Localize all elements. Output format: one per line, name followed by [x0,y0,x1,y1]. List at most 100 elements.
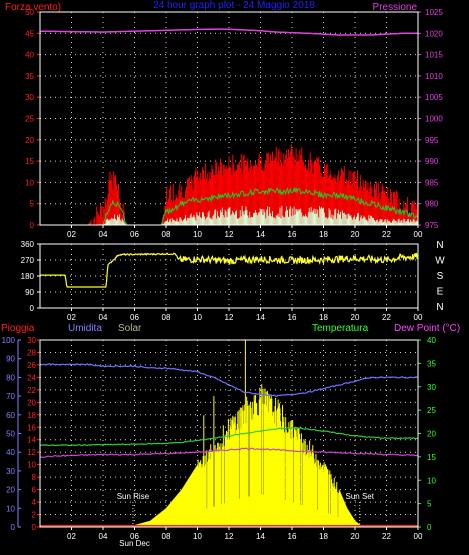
chart3-x-tick-label: 10 [193,532,202,541]
chart1-x-tick-label: 04 [99,230,108,239]
right-y-tick-label: 1005 [425,93,443,102]
chart1-x-tick-label: 10 [193,230,202,239]
chart2-x-tick-label: 06 [130,313,139,322]
left-y-tick-label: 20 [25,136,34,145]
chart3-x-tick-label: 08 [162,532,171,541]
humidity-y-tick-label: 60 [6,411,15,420]
humidity-y-tick-label: 40 [6,448,15,457]
annotation-label: Sun Rise [117,492,150,501]
chart2-x-tick-label: 04 [99,313,108,322]
humidity-y-tick-label: 30 [6,467,15,476]
compass-label: W [435,256,445,267]
temperature-humidity-solar-chart: Pioggia Umidita Solar Temperatura Dew Point … [1,323,460,548]
temp-y-tick-label: 15 [427,453,436,462]
rain-y-tick-label: 24 [27,373,36,382]
rain-y-tick-label: 8 [32,473,37,482]
chart3-x-tick-label: 20 [351,532,360,541]
legend-label: Solar [118,323,142,334]
chart1-x-tick-label: 08 [162,230,171,239]
rain-y-tick-label: 2 [32,511,37,520]
right-y-tick-label: 990 [425,157,439,166]
left-y-tick-label: 25 [25,115,34,124]
direction-y-tick-label: 0 [30,304,35,313]
direction-y-tick-label: 270 [21,256,35,265]
chart2-x-tick-label: 22 [382,313,391,322]
humidity-line [39,363,419,398]
chart2-x-tick-label: 14 [256,313,265,322]
dewpoint-line [39,447,419,458]
compass-label: S [437,271,444,282]
chart3-x-tick-label: 02 [67,532,76,541]
left-y-tick-label: 40 [25,51,34,60]
humidity-y-tick-label: 90 [6,355,15,364]
rain-y-tick-label: 18 [27,411,36,420]
left-axis-label: Forza vento) [5,2,61,13]
direction-y-tick-label: 360 [21,240,35,249]
chart3-x-tick-label: 18 [319,532,328,541]
chart1-x-tick-label: 06 [130,230,139,239]
temp-y-tick-label: 5 [427,500,432,509]
compass-label: N [436,240,443,251]
right-y-tick-label: 995 [425,136,439,145]
annotation-label: Sun Set [345,492,374,501]
right-y-tick-label: 1000 [425,115,443,124]
chart1-title: 24 hour graph plot - 24 Maggio 2018 [153,0,315,11]
right-y-tick-label: 1020 [425,29,443,38]
direction-y-tick-label: 180 [21,272,35,281]
left-y-tick-label: 0 [30,221,35,230]
right-y-tick-label: 980 [425,200,439,209]
humidity-y-tick-label: 80 [6,373,15,382]
chart2-x-tick-label: 20 [351,313,360,322]
wind-avg-line [40,186,419,226]
left-y-tick-label: 30 [25,93,34,102]
chart1-x-tick-label: 02 [67,230,76,239]
humidity-y-tick-label: 10 [6,504,15,513]
rain-y-tick-label: 28 [27,348,36,357]
rain-y-tick-label: 0 [32,523,37,532]
direction-y-tick-label: 90 [25,288,34,297]
chart3-x-tick-label: 06 [130,532,139,541]
chart2-x-tick-label: 00 [414,313,423,322]
compass-label: E [437,287,444,298]
humidity-y-tick-label: 50 [6,430,15,439]
rain-y-tick-label: 6 [32,486,37,495]
rain-y-tick-label: 26 [27,361,36,370]
temp-y-tick-label: 20 [427,430,436,439]
chart1-x-tick-label: 22 [382,230,391,239]
annotation-label: Sun Dec [119,539,150,548]
right-y-tick-label: 985 [425,178,439,187]
right-y-tick-label: 1015 [425,51,443,60]
wind-direction-line [40,252,419,288]
chart2-x-tick-label: 18 [319,313,328,322]
right-axis-label: Pressione [373,2,418,13]
humidity-y-tick-label: 70 [6,392,15,401]
right-y-tick-label: 1010 [425,72,443,81]
chart1-x-tick-label: 00 [414,230,423,239]
rain-y-tick-label: 22 [27,386,36,395]
right-y-tick-label: 1025 [425,8,443,17]
legend-label: Temperatura [312,323,369,334]
rain-y-tick-label: 12 [27,448,36,457]
temperature-line [39,426,419,447]
chart2-x-tick-label: 02 [67,313,76,322]
temp-y-tick-label: 40 [427,336,436,345]
chart2-x-tick-label: 08 [162,313,171,322]
chart1-x-tick-label: 20 [351,230,360,239]
chart3-x-tick-label: 12 [225,532,234,541]
temp-y-tick-label: 30 [427,383,436,392]
left-y-tick-label: 5 [30,200,35,209]
temp-y-tick-label: 25 [427,406,436,415]
legend-label: Dew Point (°C) [394,323,460,334]
legend-label: Umidita [68,323,102,334]
wind-pressure-chart: 24 hour graph plot - 24 Maggio 2018 Forza… [5,0,443,239]
rain-y-tick-label: 16 [27,423,36,432]
left-y-tick-label: 35 [25,72,34,81]
chart2-x-tick-label: 10 [193,313,202,322]
temp-y-tick-label: 10 [427,476,436,485]
rain-y-tick-label: 10 [27,461,36,470]
left-y-tick-label: 15 [25,157,34,166]
chart1-x-tick-label: 18 [319,230,328,239]
left-y-tick-label: 45 [25,29,34,38]
compass-label: N [436,302,443,313]
